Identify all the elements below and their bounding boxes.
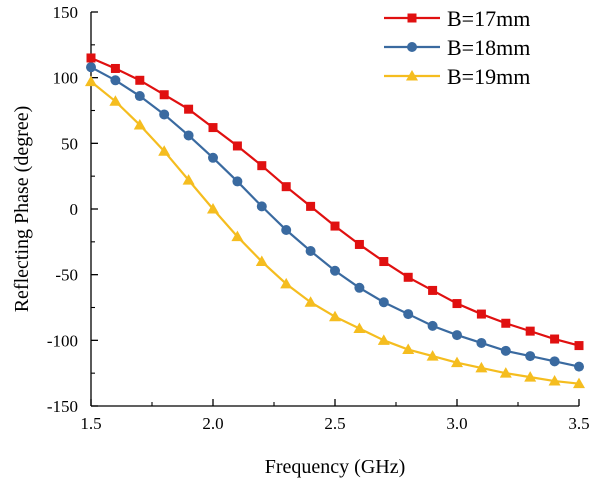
data-point [377,334,390,345]
data-point [427,320,438,331]
data-point [306,201,316,211]
y-tick-label: -50 [55,266,78,285]
data-point [183,130,194,141]
data-point [208,152,218,163]
legend: B=17mm B=18mm B=19mm [384,6,530,89]
data-point [86,62,96,73]
data-point [354,282,365,293]
y-tick-label: -150 [47,397,78,416]
data-point [476,337,487,348]
data-point [256,201,267,212]
data-point [451,356,463,368]
data-point [403,272,413,282]
series-layer [85,53,585,389]
data-point [207,203,219,214]
data-point [525,351,536,362]
data-point [573,377,585,389]
x-ticks: 1.5 2.0 2.5 3.0 3.5 [80,399,590,433]
data-point [85,75,97,87]
data-point [135,75,145,85]
legend-marker [407,13,417,23]
data-point [255,255,268,267]
data-point [379,257,389,267]
data-point [109,95,122,106]
data-point [452,330,462,341]
data-point [378,297,389,308]
data-point [452,299,462,309]
data-point [110,63,120,73]
data-point [476,309,486,319]
y-tick-label: 150 [53,3,79,22]
data-point [231,230,244,242]
legend-marker [406,70,418,81]
data-point [280,277,293,289]
data-point [525,326,535,336]
data-point [133,118,146,130]
data-point [426,350,439,361]
data-point [159,109,170,120]
data-point [134,91,145,102]
series-circle [86,62,584,372]
data-point [184,104,194,114]
x-tick-label: 3.5 [568,414,589,433]
data-point [402,343,415,355]
legend-marker [407,42,417,52]
legend-label: B=18mm [447,35,530,60]
data-point [574,361,584,372]
series-line [90,56,580,347]
data-point [330,265,340,276]
data-point [500,345,511,356]
data-point [208,123,218,133]
data-point [403,309,414,320]
legend-label: B=19mm [447,64,530,89]
y-tick-label: 0 [70,200,79,219]
data-point [281,182,291,192]
x-axis-title: Frequency (GHz) [265,456,406,478]
data-point [232,176,243,187]
series-square [86,53,584,351]
data-point [548,375,561,386]
data-point [158,145,171,156]
x-tick-label: 3.0 [446,414,467,433]
data-point [353,322,366,334]
x-tick-label: 1.5 [80,414,101,433]
y-tick-label: 50 [61,134,78,153]
y-tick-label: 100 [53,69,79,88]
data-point [159,90,169,100]
data-point [281,225,292,236]
data-point [524,371,537,382]
series-line [90,80,580,385]
x-tick-label: 2.0 [202,414,223,433]
data-point [330,221,340,231]
data-point [550,334,560,344]
data-point [475,361,488,373]
y-ticks: -150 -100 -50 0 50 100 150 [47,3,98,416]
legend-label: B=17mm [447,6,530,31]
data-point [428,285,438,295]
y-tick-label: -100 [47,331,78,350]
data-point [549,356,560,367]
data-point [305,246,316,257]
data-point [501,318,511,328]
data-point [86,53,96,63]
data-point [354,239,364,249]
data-point [232,141,242,151]
data-point [304,296,317,307]
y-axis-title: Reflecting Phase (degree) [11,106,33,313]
data-point [182,174,195,185]
data-point [329,310,341,322]
series-triangle [85,75,585,389]
data-point [110,75,121,86]
data-point [574,341,584,351]
data-point [499,367,512,378]
x-tick-label: 2.5 [324,414,345,433]
data-point [257,161,267,171]
